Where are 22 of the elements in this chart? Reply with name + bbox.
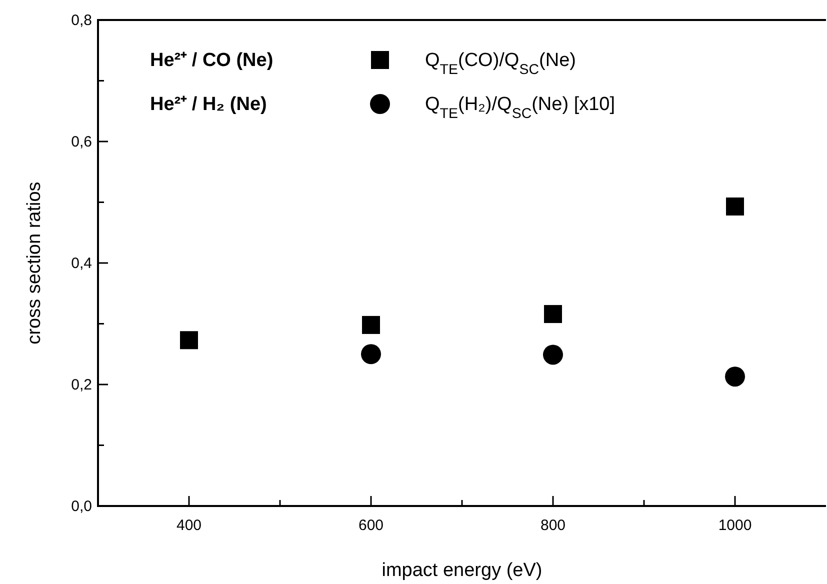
point bbox=[361, 344, 381, 364]
x-tick-label: 600 bbox=[358, 517, 384, 534]
point bbox=[180, 331, 198, 350]
legend-label: Q$_{TE}$(H₂)/Q$_{SC}$(Ne) [x10] bbox=[425, 94, 616, 122]
point bbox=[725, 366, 745, 387]
y-tick-label: 0,4 bbox=[71, 255, 92, 272]
x-tick-label: 400 bbox=[176, 517, 202, 534]
y-axis-title: cross section ratios bbox=[24, 182, 45, 344]
x-tick-label: 800 bbox=[540, 517, 566, 534]
point bbox=[362, 316, 380, 334]
legend-label: Q$_{TE}$(CO)/Q$_{SC}$(Ne) bbox=[425, 50, 576, 78]
y-tick-label: 0,0 bbox=[71, 498, 92, 515]
y-tick-label: 0,2 bbox=[71, 376, 92, 394]
y-tick-label: 0,8 bbox=[71, 12, 92, 29]
point bbox=[544, 305, 562, 324]
x-axis-title: impact energy (eV) bbox=[382, 560, 542, 581]
y-tick-label: 0,6 bbox=[71, 134, 92, 150]
annotation: He²⁺ / H₂ (Ne) bbox=[150, 94, 267, 115]
point bbox=[726, 198, 744, 216]
point bbox=[543, 344, 563, 365]
annotation: He²⁺ / CO (Ne) bbox=[150, 50, 274, 71]
x-tick-label: 1000 bbox=[718, 517, 752, 534]
